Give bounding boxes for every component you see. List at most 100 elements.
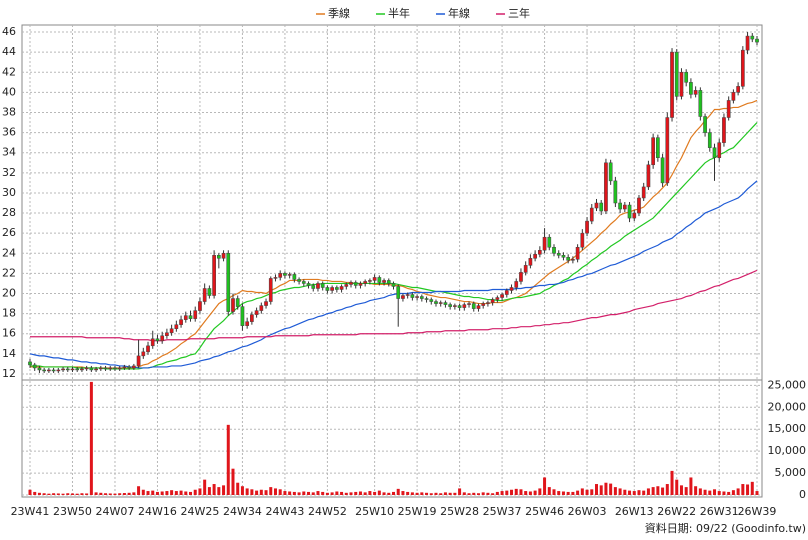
candle-body (245, 321, 250, 326)
candle-body (301, 281, 306, 284)
y-tick-label: 20 (2, 287, 16, 300)
legend-label: 三年 (508, 6, 530, 20)
candle-body (514, 281, 519, 288)
volume-bar (576, 490, 580, 495)
volume-bar (618, 488, 622, 495)
volume-bar (694, 486, 698, 495)
candle-body (259, 305, 264, 311)
candle-body (311, 285, 316, 289)
volume-bar (552, 489, 556, 495)
legend-label: 季線 (328, 6, 350, 20)
y-tick-label: 38 (2, 105, 16, 118)
x-tick-label: 25W37 (483, 505, 522, 518)
volume-bar (491, 493, 495, 495)
candle-body (84, 367, 89, 370)
candle-body (594, 202, 599, 209)
candle-body (490, 299, 495, 303)
candle-body (599, 202, 604, 212)
candle-body (47, 369, 51, 372)
candle-body (537, 250, 542, 255)
y-tick-label: 14 (2, 347, 16, 360)
candle-body (533, 254, 537, 259)
volume-bar (420, 492, 424, 495)
y-tick-label: 32 (2, 166, 16, 179)
volume-bar (75, 493, 79, 495)
volume-bar (547, 487, 551, 495)
candle-body (665, 117, 670, 184)
volume-bar (118, 493, 122, 495)
volume-bar (580, 488, 584, 495)
candle-body (273, 277, 278, 279)
volume-bar (94, 492, 98, 495)
volume-bar (628, 490, 632, 495)
candle-body (75, 368, 80, 371)
candle-body (500, 294, 504, 298)
candle-body (434, 301, 438, 304)
volume-bar (632, 491, 636, 495)
candle-body (717, 142, 722, 158)
candle-body (660, 157, 665, 184)
volume-bar (462, 492, 466, 495)
x-tick-label: 24W25 (181, 505, 220, 518)
candle-body (306, 283, 311, 286)
volume-bar (212, 484, 216, 495)
candle-body (438, 302, 443, 304)
candle-body (396, 286, 401, 299)
candle-body (28, 361, 32, 366)
volume-bar (443, 492, 447, 495)
candle-body (457, 305, 462, 308)
candle-body (377, 277, 382, 283)
volume-bar (415, 492, 419, 495)
volume-bar (467, 493, 471, 495)
x-tick-label: 26W22 (657, 505, 696, 518)
candle-body (127, 366, 131, 369)
candle-body (80, 368, 84, 371)
volume-bar (472, 492, 476, 495)
volume-bar (273, 488, 277, 495)
candle-body (240, 306, 245, 326)
volume-bar (538, 488, 542, 495)
volume-bar (689, 477, 693, 495)
volume-bar (646, 488, 650, 495)
candle-body (443, 302, 448, 305)
candle-body (37, 367, 42, 371)
volume-bar (528, 491, 532, 495)
x-tick-label: 25W10 (355, 505, 394, 518)
volume-bar (321, 491, 325, 495)
candle-body (613, 180, 618, 204)
candle-body (108, 367, 113, 370)
volume-bar (741, 484, 745, 495)
volume-bar (184, 491, 188, 495)
y-tick-label: 22 (2, 266, 16, 279)
volume-bar (292, 491, 296, 495)
candle-body (656, 137, 660, 158)
volume-bar (174, 491, 178, 495)
volume-bar (70, 493, 74, 495)
y-tick-label: 46 (2, 25, 16, 38)
volume-bar (599, 485, 603, 495)
x-tick-label: 25W28 (440, 505, 479, 518)
volume-bar (514, 488, 518, 495)
legend-label: 半年 (388, 6, 410, 20)
volume-bar (363, 492, 367, 495)
y-tick-label: 18 (2, 307, 16, 320)
volume-bar (373, 491, 377, 495)
candle-body (335, 287, 339, 290)
y-tick-label: 40 (2, 85, 16, 98)
candle-body (585, 220, 589, 234)
candle-body (424, 298, 429, 300)
candle-body (575, 247, 580, 260)
candle-body (632, 212, 637, 219)
candle-body (467, 303, 471, 305)
volume-bar (33, 491, 37, 495)
volume-bar (368, 491, 372, 495)
candle-body (561, 255, 566, 258)
candle-body (462, 304, 467, 308)
volume-bar (670, 470, 674, 495)
candle-body (382, 280, 386, 283)
volume-bar (226, 424, 230, 495)
moving-average-line (30, 122, 758, 370)
volume-bar (47, 493, 51, 495)
volume-bar (458, 488, 462, 495)
